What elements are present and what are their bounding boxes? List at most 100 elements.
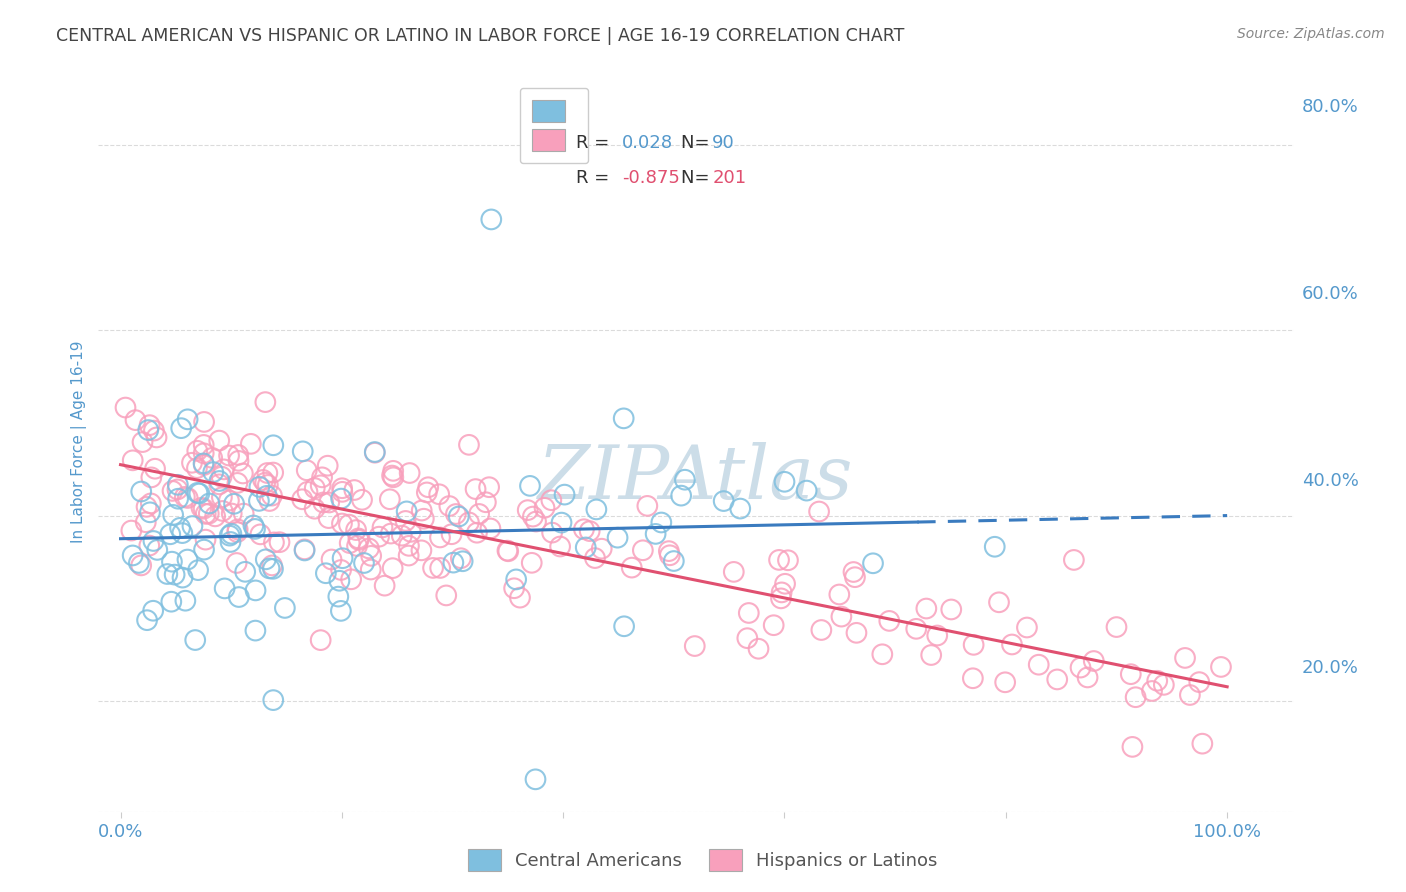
Hispanics or Latinos: [478, 480, 501, 494]
Hispanics or Latinos: [228, 454, 250, 468]
Central Americans: [291, 444, 314, 458]
Hispanics or Latinos: [636, 499, 658, 513]
Hispanics or Latinos: [212, 462, 235, 476]
Central Americans: [129, 484, 152, 499]
Hispanics or Latinos: [129, 558, 152, 573]
Hispanics or Latinos: [340, 572, 363, 586]
Central Americans: [160, 555, 183, 569]
Central Americans: [167, 478, 190, 492]
Hispanics or Latinos: [364, 446, 387, 460]
Hispanics or Latinos: [193, 415, 215, 429]
Hispanics or Latinos: [330, 516, 353, 531]
Hispanics or Latinos: [211, 504, 233, 518]
Hispanics or Latinos: [658, 544, 681, 558]
Central Americans: [247, 494, 270, 508]
Hispanics or Latinos: [173, 490, 195, 504]
Central Americans: [519, 479, 541, 493]
Hispanics or Latinos: [1209, 660, 1232, 674]
Central Americans: [233, 565, 256, 579]
Central Americans: [242, 518, 264, 533]
Hispanics or Latinos: [226, 475, 249, 490]
Hispanics or Latinos: [1063, 553, 1085, 567]
Hispanics or Latinos: [631, 543, 654, 558]
Central Americans: [186, 486, 208, 500]
Hispanics or Latinos: [915, 601, 938, 615]
Hispanics or Latinos: [905, 622, 928, 636]
Hispanics or Latinos: [411, 503, 433, 517]
Hispanics or Latinos: [1046, 673, 1069, 687]
Hispanics or Latinos: [114, 401, 136, 415]
Text: -0.875: -0.875: [623, 169, 681, 187]
Hispanics or Latinos: [591, 541, 613, 556]
Central Americans: [156, 567, 179, 582]
Hispanics or Latinos: [208, 477, 231, 491]
Hispanics or Latinos: [221, 507, 243, 521]
Hispanics or Latinos: [311, 470, 333, 484]
Hispanics or Latinos: [391, 528, 413, 542]
Hispanics or Latinos: [318, 495, 340, 509]
Hispanics or Latinos: [260, 489, 283, 503]
Central Americans: [162, 508, 184, 522]
Hispanics or Latinos: [256, 466, 278, 480]
Central Americans: [673, 473, 696, 487]
Hispanics or Latinos: [723, 565, 745, 579]
Hispanics or Latinos: [429, 561, 451, 575]
Hispanics or Latinos: [683, 639, 706, 653]
Hispanics or Latinos: [941, 602, 963, 616]
Text: Source: ZipAtlas.com: Source: ZipAtlas.com: [1237, 27, 1385, 41]
Hispanics or Latinos: [208, 434, 231, 448]
Hispanics or Latinos: [226, 523, 249, 537]
Hispanics or Latinos: [496, 543, 519, 558]
Text: R =: R =: [576, 169, 614, 187]
Central Americans: [219, 535, 242, 549]
Hispanics or Latinos: [845, 625, 868, 640]
Central Americans: [218, 528, 240, 542]
Central Americans: [669, 489, 692, 503]
Central Americans: [262, 562, 284, 576]
Hispanics or Latinos: [218, 449, 240, 463]
Hispanics or Latinos: [194, 507, 217, 521]
Hispanics or Latinos: [294, 542, 316, 557]
Hispanics or Latinos: [496, 544, 519, 558]
Central Americans: [451, 554, 474, 568]
Text: N=: N=: [682, 169, 716, 187]
Hispanics or Latinos: [464, 482, 486, 496]
Text: N=: N=: [682, 135, 716, 153]
Hispanics or Latinos: [412, 512, 434, 526]
Hispanics or Latinos: [166, 483, 188, 497]
Hispanics or Latinos: [263, 535, 285, 549]
Hispanics or Latinos: [770, 585, 793, 599]
Hispanics or Latinos: [260, 558, 283, 573]
Central Americans: [214, 582, 236, 596]
Hispanics or Latinos: [186, 443, 208, 458]
Hispanics or Latinos: [297, 484, 319, 499]
Hispanics or Latinos: [226, 525, 249, 540]
Hispanics or Latinos: [844, 570, 866, 584]
Hispanics or Latinos: [444, 507, 467, 521]
Hispanics or Latinos: [138, 539, 160, 553]
Text: R =: R =: [576, 135, 614, 153]
Hispanics or Latinos: [269, 535, 291, 549]
Hispanics or Latinos: [1077, 670, 1099, 684]
Hispanics or Latinos: [872, 648, 894, 662]
Hispanics or Latinos: [769, 591, 792, 606]
Central Americans: [136, 613, 159, 627]
Central Americans: [441, 556, 464, 570]
Hispanics or Latinos: [344, 523, 367, 537]
Hispanics or Latinos: [380, 526, 402, 541]
Central Americans: [181, 519, 204, 533]
Hispanics or Latinos: [1174, 651, 1197, 665]
Central Americans: [650, 516, 672, 530]
Hispanics or Latinos: [225, 556, 247, 570]
Hispanics or Latinos: [1146, 673, 1168, 688]
Text: 201: 201: [713, 169, 747, 187]
Hispanics or Latinos: [762, 618, 785, 632]
Central Americans: [984, 540, 1007, 554]
Hispanics or Latinos: [211, 491, 233, 505]
Hispanics or Latinos: [382, 464, 405, 478]
Central Americans: [256, 489, 278, 503]
Hispanics or Latinos: [465, 525, 488, 540]
Hispanics or Latinos: [578, 524, 600, 538]
Y-axis label: In Labor Force | Age 16-19: In Labor Force | Age 16-19: [72, 340, 87, 543]
Hispanics or Latinos: [522, 509, 544, 524]
